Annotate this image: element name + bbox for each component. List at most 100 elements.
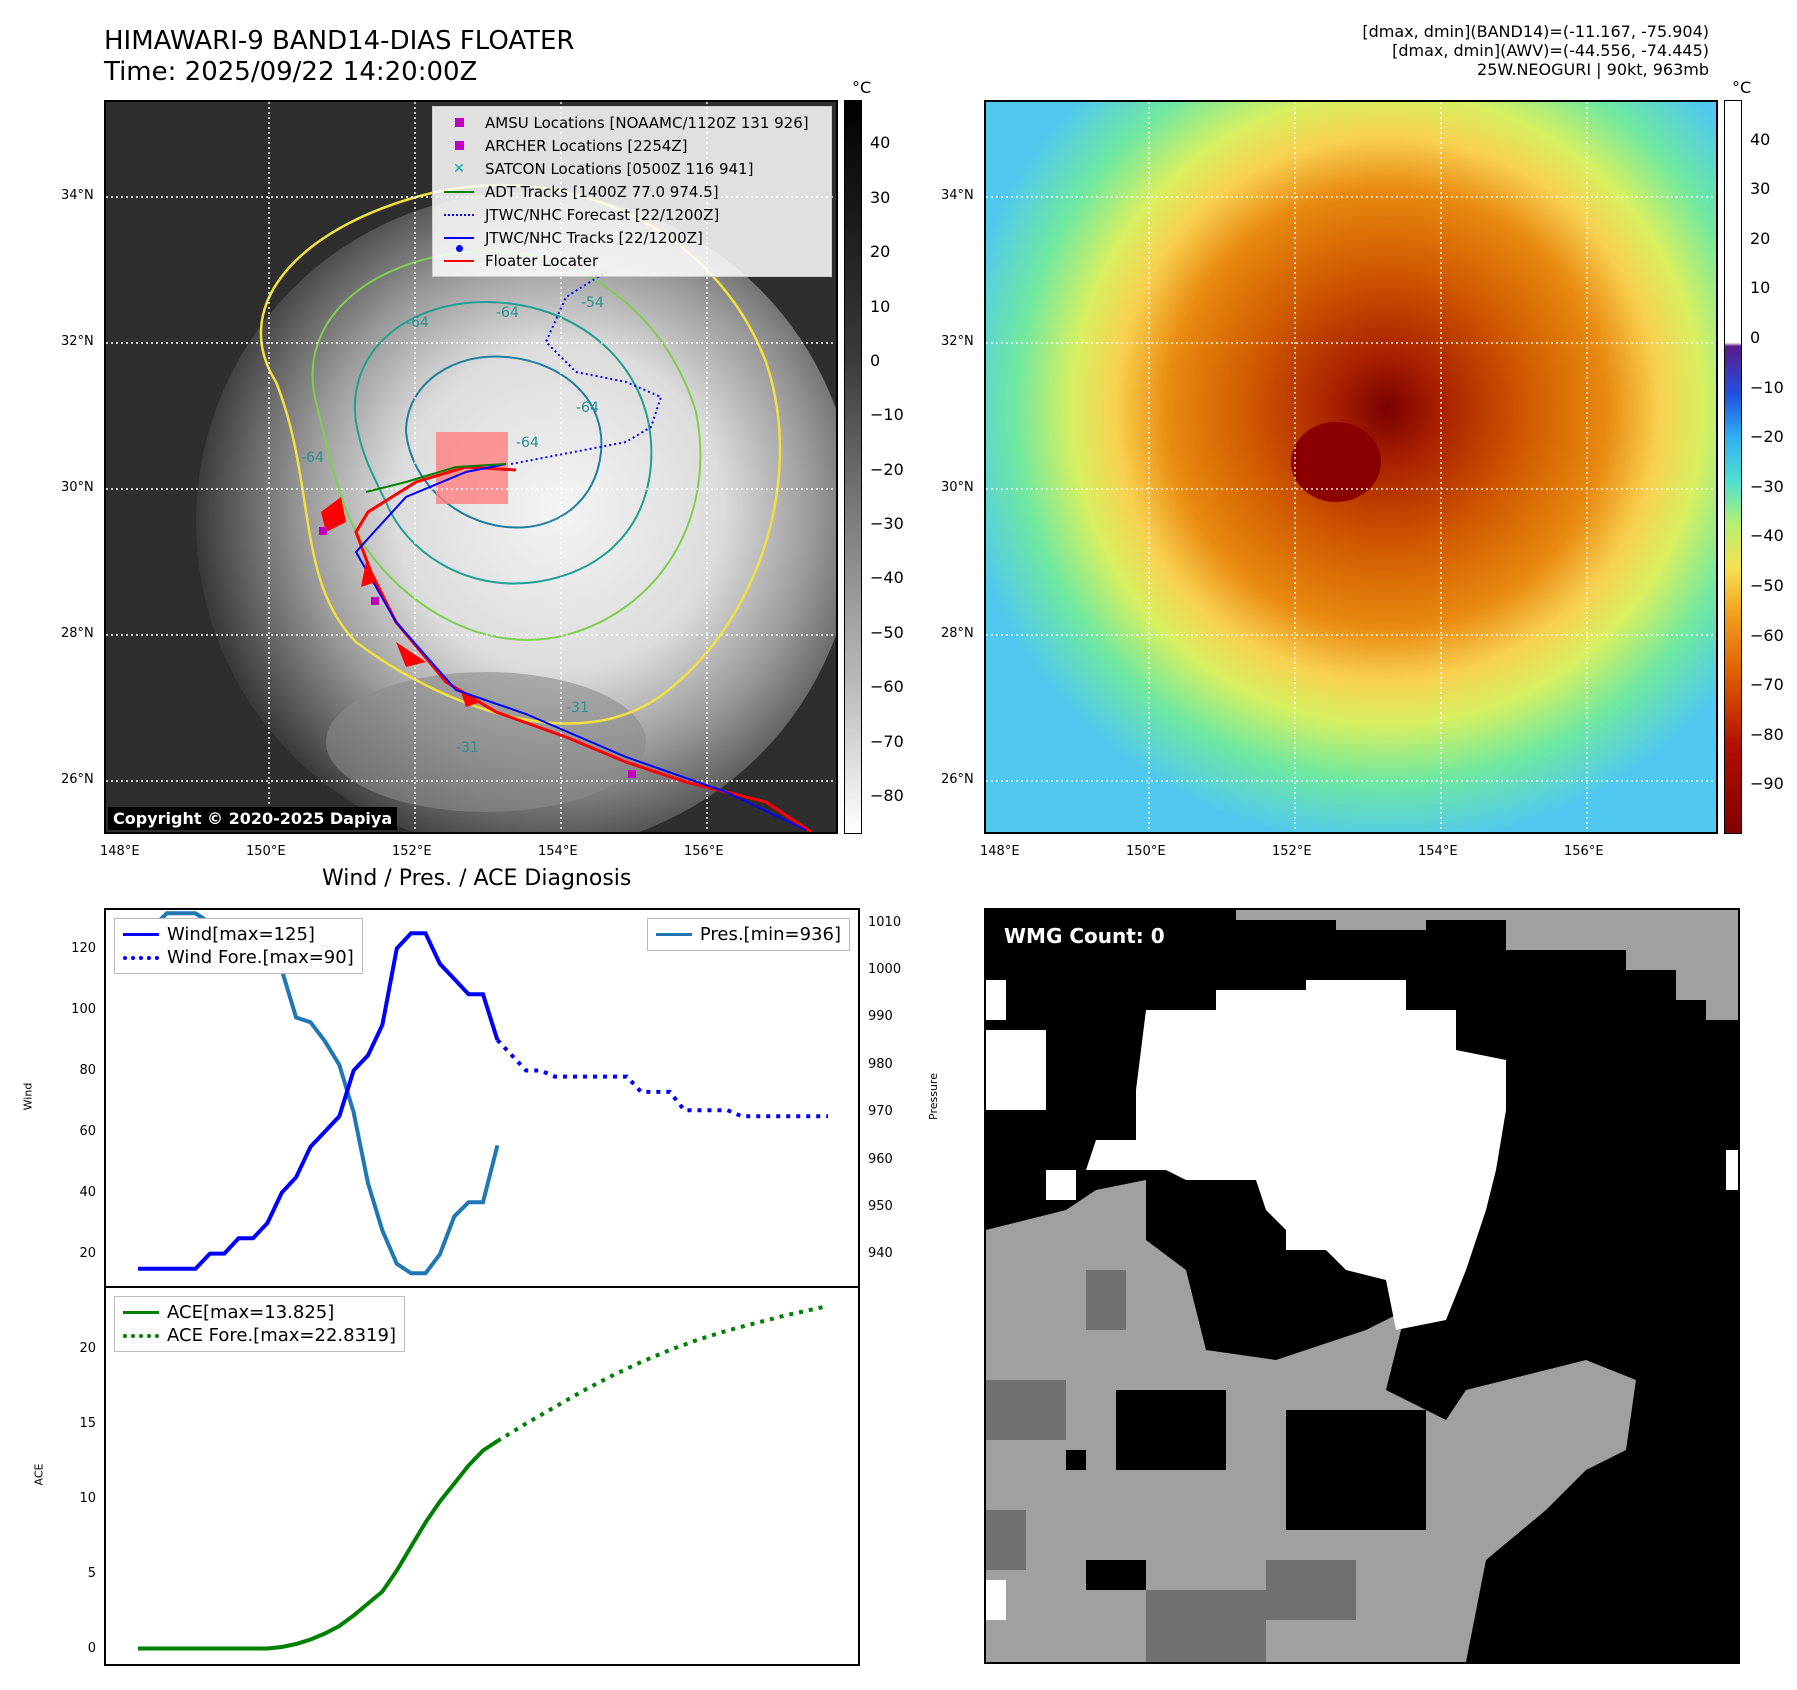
floater-markers	[321, 497, 481, 707]
lat-label: 34°N	[941, 188, 974, 203]
y-tick-label: 40	[79, 1184, 96, 1200]
colorbar-tick-label: −80	[1750, 724, 1784, 744]
contour-blue	[404, 355, 603, 529]
contour-label: -64	[496, 305, 519, 321]
info-storm-name: 25W.NEOGURI | 90kt, 963mb	[1477, 60, 1709, 79]
lat-label: 26°N	[941, 772, 974, 787]
lon-label: 156°E	[1564, 844, 1604, 859]
colorbar-tick-label: 20	[1750, 228, 1771, 248]
colorbar-tick-label: −30	[870, 514, 904, 534]
y-tick-label: 60	[79, 1123, 96, 1139]
wind-forecast-line	[495, 1038, 828, 1119]
colorbar-tick-label: −70	[870, 731, 904, 751]
y-tick-label: 990	[868, 1009, 893, 1025]
wmg-count-label: WMG Count: 0	[1004, 924, 1165, 948]
jtwc-track	[354, 463, 807, 831]
y-tick-label: 15	[79, 1415, 96, 1431]
awv-colorbar	[1724, 100, 1742, 834]
info-band14-range: [dmax, dmin](BAND14)=(-11.167, -75.904)	[1362, 22, 1709, 41]
y-tick-label: 20	[79, 1245, 96, 1261]
colorbar-tick-label: −20	[870, 459, 904, 479]
ir-map-panel: -64 -64 -54 -64 -64 -64 -31 -31 AMSU Loc…	[104, 100, 838, 834]
colorbar-tick-label: 10	[870, 296, 891, 316]
wind-legend: Wind[max=125] Wind Fore.[max=90]	[114, 918, 363, 974]
colorbar-tick-label: 30	[870, 187, 891, 207]
lon-label: 152°E	[392, 844, 432, 859]
lat-label: 28°N	[61, 626, 94, 641]
colorbar-tick-label: 30	[1750, 179, 1771, 199]
contour-label: -64	[576, 400, 599, 416]
contour-label: -31	[456, 740, 479, 756]
ace-forecast-line	[496, 1304, 829, 1443]
storm-info: [dmax, dmin](BAND14)=(-11.167, -75.904) …	[1362, 22, 1709, 79]
contour-label: -64	[301, 450, 324, 466]
lon-label: 154°E	[538, 844, 578, 859]
wmg-dark-gray	[986, 1270, 1356, 1662]
colorbar-tick-label: 40	[870, 133, 891, 153]
contour-label: -64	[516, 435, 539, 451]
pressure-line	[138, 911, 500, 1276]
wind-line	[138, 931, 500, 1271]
title-line-satellite: HIMAWARI-9 BAND14-DIAS FLOATER	[104, 26, 575, 56]
ir-colorbar	[844, 100, 862, 834]
lat-label: 30°N	[61, 480, 94, 495]
awv-gridlines	[986, 102, 1716, 832]
lon-label: 148°E	[980, 844, 1020, 859]
legend-ace-fore: ACE Fore.[max=22.8319]	[123, 1324, 396, 1347]
lon-label: 156°E	[684, 844, 724, 859]
colorbar-tick-label: 10	[1750, 278, 1771, 298]
y-tick-label: 940	[868, 1246, 893, 1262]
colorbar-tick-label: −40	[1750, 526, 1784, 546]
colorbar-tick-label: −30	[1750, 476, 1784, 496]
colorbar-tick-label: 0	[870, 350, 881, 370]
awv-colorbar-unit: °C	[1732, 78, 1752, 97]
y-tick-label: 960	[868, 1151, 893, 1167]
y-tick-label: 20	[79, 1340, 96, 1356]
wind-pressure-svg	[138, 911, 828, 1276]
y-tick-label: 970	[868, 1104, 893, 1120]
colorbar-tick-label: −50	[1750, 576, 1784, 596]
ir-cloud-shield	[196, 192, 836, 832]
ace-plot: ACE[max=13.825] ACE Fore.[max=22.8319]	[104, 1286, 860, 1666]
contour-teal	[353, 300, 653, 585]
legend-adt: ADT Tracks [1400Z 77.0 974.5]	[441, 180, 823, 203]
legend-jtwc-forecast: JTWC/NHC Forecast [22/1200Z]	[441, 203, 823, 226]
y-tick-label: 100	[71, 1001, 96, 1017]
floater-track	[354, 465, 812, 832]
lat-label: 32°N	[61, 334, 94, 349]
awv-map-panel	[984, 100, 1718, 834]
legend-archer: ARCHER Locations [2254Z]	[441, 134, 823, 157]
lat-label: 32°N	[941, 334, 974, 349]
colorbar-tick-label: −40	[870, 568, 904, 588]
colorbar-tick-label: −90	[1750, 774, 1784, 794]
y-tick-label: 1000	[868, 962, 902, 978]
ace-legend: ACE[max=13.825] ACE Fore.[max=22.8319]	[114, 1296, 405, 1352]
colorbar-tick-label: −50	[870, 622, 904, 642]
ir-colorbar-unit: °C	[852, 78, 872, 97]
lon-label: 154°E	[1418, 844, 1458, 859]
legend-wind: Wind[max=125]	[123, 923, 354, 946]
amsu-markers	[319, 527, 636, 778]
colorbar-tick-label: 20	[870, 242, 891, 262]
contour-label: -64	[406, 315, 429, 331]
legend-ace: ACE[max=13.825]	[123, 1301, 396, 1324]
ace-axis-label: ACE	[32, 1463, 46, 1486]
adt-track	[365, 463, 507, 493]
diagnosis-title: Wind / Pres. / ACE Diagnosis	[322, 866, 632, 891]
y-tick-label: 120	[71, 940, 96, 956]
contour-label: -31	[566, 700, 589, 716]
colorbar-tick-label: −10	[870, 405, 904, 425]
pressure-axis-label: Pressure	[926, 1073, 940, 1120]
y-tick-label: 1010	[868, 914, 902, 930]
wmg-svg	[986, 910, 1738, 1662]
y-tick-label: 5	[87, 1565, 96, 1581]
contour-labels: -64 -64 -54 -64 -64 -64 -31 -31	[301, 295, 604, 756]
contour-yellow	[259, 183, 782, 725]
y-tick-label: 0	[87, 1640, 96, 1656]
legend-wind-fore: Wind Fore.[max=90]	[123, 946, 354, 969]
y-tick-label: 950	[868, 1198, 893, 1214]
main-title: HIMAWARI-9 BAND14-DIAS FLOATER Time: 202…	[104, 26, 574, 88]
awv-map-svg	[986, 102, 1716, 832]
lon-label: 150°E	[1126, 844, 1166, 859]
lat-label: 28°N	[941, 626, 974, 641]
